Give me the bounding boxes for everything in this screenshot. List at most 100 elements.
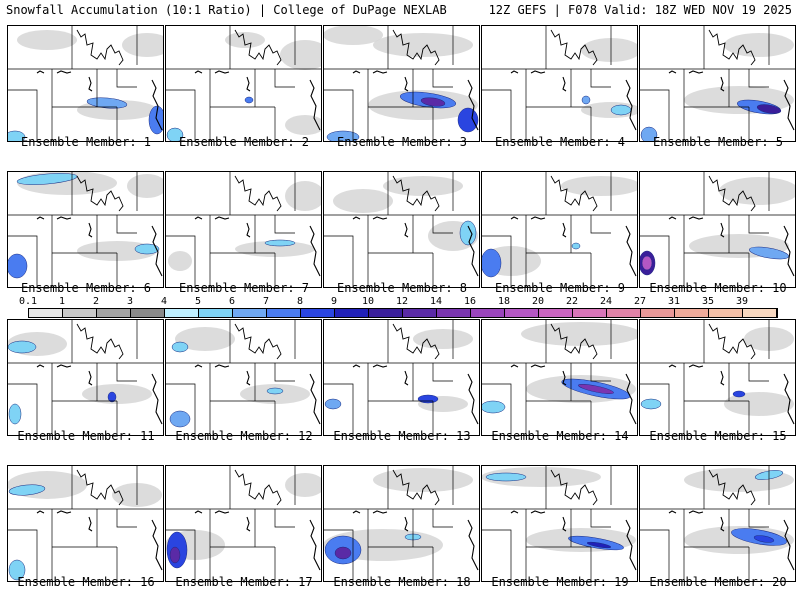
coastline [392, 323, 440, 360]
snowfall-contour [756, 104, 782, 114]
snowfall-contour [578, 383, 614, 395]
state-border [748, 215, 769, 234]
lake-outline [372, 510, 388, 514]
ensemble-map-panel [165, 465, 322, 582]
snowfall-contour [753, 535, 775, 543]
ensemble-member-label: Ensemble Member: 14 [491, 429, 629, 443]
state-border [116, 363, 137, 382]
panel-frame [481, 319, 638, 436]
legend-swatch [63, 309, 97, 317]
light-snow-area [413, 329, 473, 349]
panel-frame [323, 465, 480, 582]
lake-outline [309, 373, 321, 425]
state-border [274, 69, 295, 88]
legend-swatch [471, 309, 505, 317]
lake-outline [372, 216, 388, 220]
lake-outline [625, 225, 637, 277]
snowfall-contour [7, 253, 28, 279]
coastline [76, 175, 124, 212]
legend-swatch [539, 309, 573, 317]
snowfall-map [323, 25, 480, 142]
snowfall-contour [169, 546, 181, 564]
lake-outline [246, 516, 251, 532]
snowfall-contour [641, 255, 653, 271]
lake-outline [668, 70, 677, 74]
ensemble-map-panel [481, 465, 638, 582]
panel-frame [481, 25, 638, 142]
lake-outline [720, 370, 725, 386]
snowfall-contour [485, 472, 527, 482]
legend-swatch [743, 309, 777, 317]
snowfall-contour [8, 403, 22, 425]
lake-outline [530, 70, 546, 74]
state-border [748, 363, 769, 382]
legend-swatch [369, 309, 403, 317]
snowfall-map [165, 319, 322, 436]
lake-outline [151, 373, 163, 425]
lake-outline [467, 373, 479, 425]
snowfall-contour [586, 541, 612, 549]
snowfall-contour [334, 546, 352, 560]
lake-outline [404, 516, 409, 532]
lake-outline [783, 79, 795, 131]
ensemble-member-label: Ensemble Member: 10 [649, 281, 787, 295]
lake-outline [36, 70, 45, 74]
legend-swatch [641, 309, 675, 317]
state-border [639, 383, 670, 436]
snowfall-map [7, 319, 164, 436]
legend-tick-label: 2 [92, 296, 100, 307]
state-border [590, 69, 611, 88]
snowfall-contour [264, 239, 296, 247]
lake-outline [625, 373, 637, 425]
light-snow-area [373, 468, 473, 492]
ensemble-map-panel [165, 171, 322, 288]
legend-swatch [607, 309, 641, 317]
lake-outline [36, 510, 45, 514]
lake-outline [467, 519, 479, 571]
lake-outline [214, 364, 230, 368]
ensemble-map-panel [7, 319, 164, 436]
state-border [639, 529, 670, 582]
legend-tick-label: 3 [126, 296, 134, 307]
coastline [392, 175, 440, 212]
lake-outline [688, 510, 704, 514]
light-snow-area [17, 30, 77, 50]
snowfall-contour [610, 104, 632, 116]
snowfall-contour [326, 130, 360, 142]
ensemble-map-panel [639, 319, 796, 436]
lake-outline [720, 222, 725, 238]
lake-outline [88, 516, 93, 532]
panel-frame [165, 465, 322, 582]
lake-outline [688, 70, 704, 74]
panel-frame [481, 465, 638, 582]
legend-tick-label: 12 [395, 296, 409, 307]
lake-outline [309, 79, 321, 131]
state-border [481, 529, 512, 582]
header-title: Snowfall Accumulation (10:1 Ratio) | Col… [6, 3, 447, 17]
ensemble-member-label: Ensemble Member: 6 [20, 281, 152, 295]
legend-swatch [675, 309, 709, 317]
ensemble-map-panel [481, 171, 638, 288]
state-border [639, 89, 670, 142]
light-snow-area [280, 40, 322, 70]
state-border [432, 69, 453, 88]
snowfall-contour [581, 95, 591, 105]
ensemble-member-label: Ensemble Member: 13 [333, 429, 471, 443]
ensemble-member-label: Ensemble Member: 17 [175, 575, 313, 589]
lake-outline [352, 510, 361, 514]
state-border [481, 383, 512, 436]
ensemble-member-label: Ensemble Member: 19 [491, 575, 629, 589]
panel-frame [639, 465, 796, 582]
coastline [234, 29, 282, 66]
snowfall-contour [266, 387, 284, 395]
lake-outline [151, 519, 163, 571]
snowfall-map [639, 319, 796, 436]
legend-tick-label: 9 [330, 296, 338, 307]
coastline [234, 323, 282, 360]
state-border [116, 215, 137, 234]
ensemble-map-panel [639, 171, 796, 288]
ensemble-member-label: Ensemble Member: 3 [336, 135, 468, 149]
legend-tick-label: 1 [58, 296, 66, 307]
state-border [116, 509, 137, 528]
lake-outline [404, 76, 409, 92]
